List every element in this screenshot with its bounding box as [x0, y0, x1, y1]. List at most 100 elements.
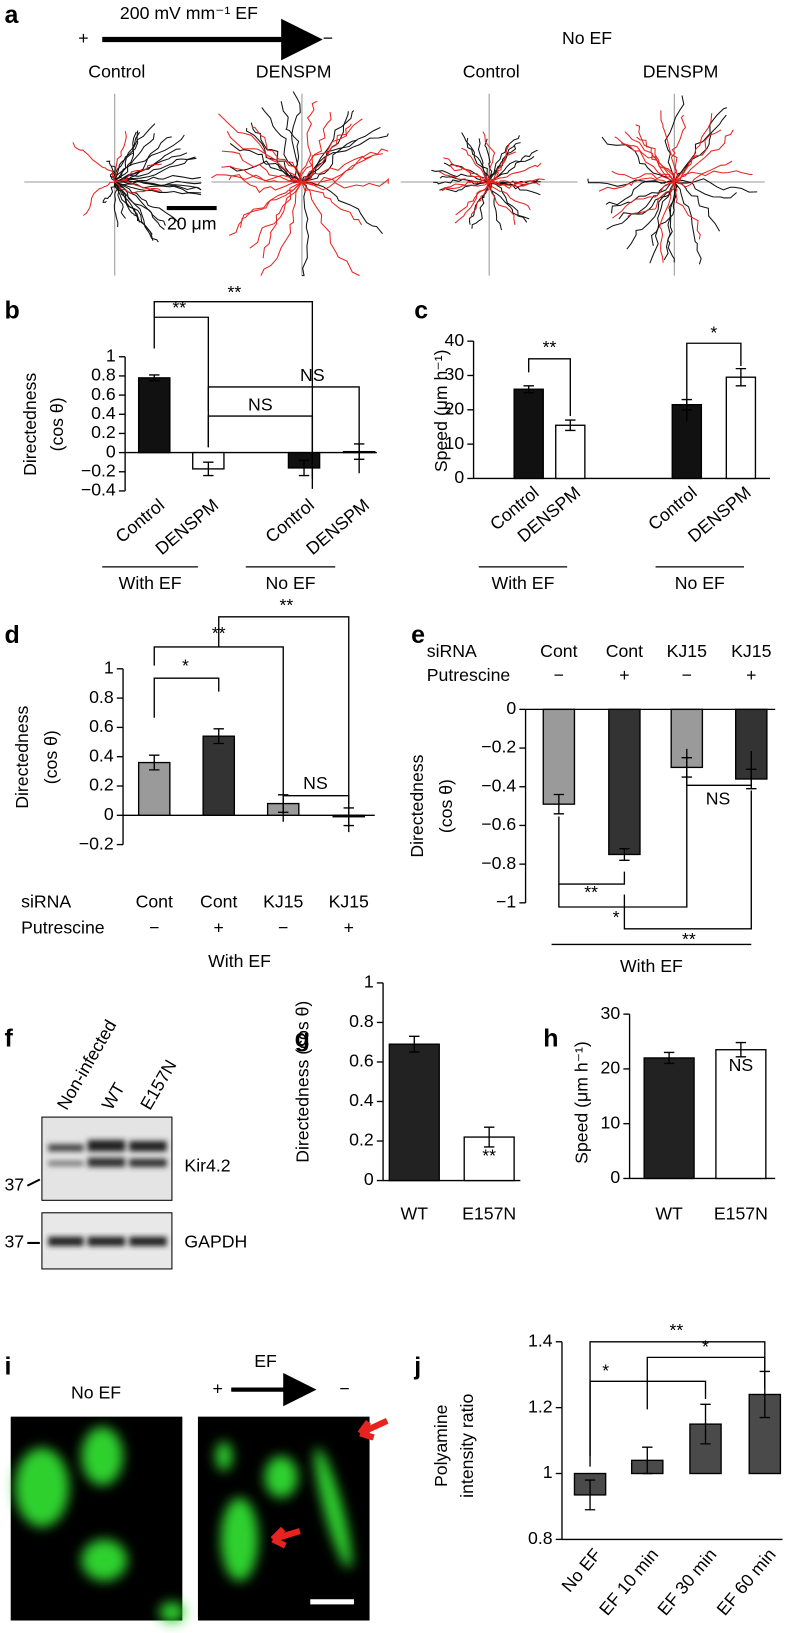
- trajectory: [471, 181, 490, 229]
- bracket: [153, 677, 220, 718]
- row-label: siRNA: [427, 641, 477, 661]
- trajectory: [114, 181, 139, 222]
- y-axis-label: Polyamine: [431, 1404, 451, 1487]
- bracket: [686, 342, 742, 422]
- trajectory: [250, 122, 303, 183]
- y-axis-label: (cos θ): [436, 779, 456, 833]
- y-tick-label: 1: [543, 1462, 553, 1482]
- y-tick-label: 30: [445, 364, 465, 384]
- bracket: [623, 790, 752, 930]
- error-bar: [584, 1479, 596, 1511]
- significance: *: [702, 1337, 709, 1357]
- trajectory: [627, 182, 675, 217]
- y-tick-label: 0.8: [349, 1011, 374, 1031]
- trajectory: [454, 181, 490, 224]
- bar: [202, 735, 236, 816]
- significance: **: [279, 595, 293, 615]
- error-bar: [213, 728, 224, 745]
- trajectory: [605, 180, 675, 206]
- trajectory: [114, 181, 202, 196]
- bar: [137, 761, 171, 816]
- marker-label: 37: [4, 1232, 24, 1252]
- trajectory: [488, 181, 530, 220]
- y-tick-label: 0.4: [89, 745, 114, 765]
- y-tick-label: 0.2: [89, 775, 114, 795]
- bands: [48, 1236, 167, 1247]
- cells: [14, 1427, 185, 1623]
- significance: NS: [300, 365, 325, 385]
- y-tick-label: −0.8: [481, 853, 516, 873]
- bar: [643, 1057, 695, 1180]
- marker-label: 37: [4, 1174, 24, 1194]
- y-axis-label: Directedness: [12, 705, 32, 808]
- trajectory: [488, 145, 517, 183]
- significance: **: [543, 337, 557, 357]
- trajectory: [114, 148, 181, 183]
- row-label: Putrescine: [21, 918, 105, 938]
- trajectory: [610, 181, 675, 214]
- y-axis-label: (cos θ): [47, 397, 67, 451]
- y-tick-label: 0.6: [349, 1051, 374, 1071]
- trajectory: [674, 178, 758, 193]
- trajectory: [673, 181, 702, 265]
- trajectory: [211, 174, 303, 183]
- y-axis-label: Directedness: [20, 373, 40, 476]
- trajectory: [102, 181, 116, 204]
- trajectory: [601, 136, 675, 183]
- trajectory: [674, 181, 721, 232]
- trajectory: [114, 181, 163, 194]
- trajectory: [664, 95, 685, 183]
- trajectory: [113, 131, 127, 183]
- chart: j Polyamine intensity ratio 0.8 1 1.2 1.4 No EF…: [413, 1320, 783, 1619]
- trajectory: [466, 137, 490, 183]
- error-bar: [483, 1126, 495, 1148]
- image-label: EF: [254, 1351, 277, 1371]
- trajectory: [461, 147, 490, 183]
- y-tick-label: 0: [610, 1167, 620, 1187]
- trajectory: [438, 171, 490, 184]
- panel-label: g: [295, 1025, 310, 1053]
- treatment-label: −: [278, 918, 288, 938]
- trajectory: [301, 123, 352, 183]
- error-bar: [149, 754, 160, 771]
- trajectory: [226, 130, 303, 183]
- trajectory: [114, 181, 141, 223]
- significance: *: [613, 907, 620, 927]
- trajectory: [659, 181, 675, 263]
- y-tick-label: 1: [364, 972, 374, 992]
- trajectory: [299, 111, 332, 183]
- no-ef: No EF: [562, 28, 612, 48]
- bracket: [686, 748, 752, 786]
- chart: b Directedness (cos θ) −0.4−0.200.20.40.60.…: [4, 282, 377, 593]
- trajectory: [484, 138, 493, 183]
- y-tick-label: 0: [364, 1169, 374, 1189]
- trajectory: [489, 181, 541, 188]
- y-tick-label: 0.4: [349, 1090, 374, 1110]
- trajectory: [674, 179, 737, 199]
- panel-label: c: [414, 297, 428, 325]
- trajectory: [461, 132, 490, 183]
- treatment-label: −: [554, 665, 564, 685]
- trajectory: [221, 150, 303, 183]
- y-tick-label: −0.2: [481, 737, 516, 757]
- trajectory: [114, 133, 155, 183]
- y-tick-label: 0.2: [349, 1130, 374, 1150]
- trajectory: [249, 181, 303, 249]
- y-tick-label: 0.4: [91, 403, 116, 423]
- bar: [137, 377, 171, 454]
- trajectory: [488, 181, 531, 211]
- trajectory: [301, 181, 383, 235]
- bar: [608, 708, 641, 856]
- y-axis-label: Speed (μm h⁻¹): [571, 1041, 591, 1164]
- bracket: [218, 616, 350, 833]
- y-tick-label: 1.4: [528, 1330, 553, 1350]
- y-tick-label: 10: [445, 433, 465, 453]
- treatment-label: −: [149, 918, 159, 938]
- trajectory: [114, 136, 172, 183]
- y-tick-label: −0.4: [81, 480, 116, 500]
- trajectory: [301, 181, 360, 277]
- trajectory: [301, 155, 372, 186]
- group-label: With EF: [620, 956, 683, 976]
- treatment-label: −: [682, 665, 692, 685]
- significance: **: [682, 929, 696, 949]
